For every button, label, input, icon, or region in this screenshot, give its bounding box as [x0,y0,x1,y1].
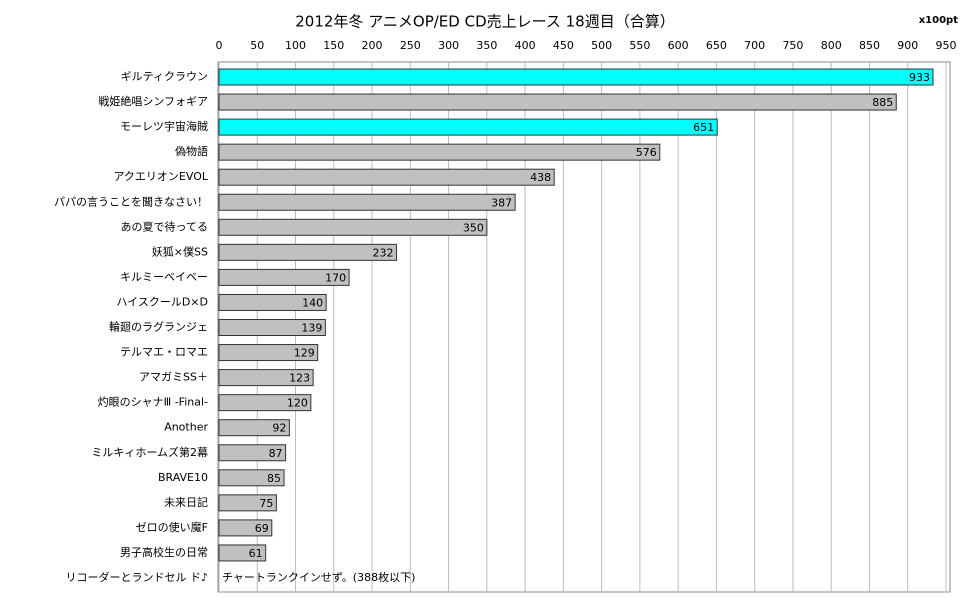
y-tick-label: BRAVE10 [158,471,208,484]
value-label: 885 [872,96,893,109]
bar [218,93,897,111]
x-tick-label: 100 [285,39,306,52]
y-tick-label: 輪廻のラグランジェ [109,320,208,334]
y-tick-label: アクエリオンEVOL [113,170,208,183]
bar [218,519,273,537]
y-tick-label: 男子高校生の日常 [120,545,208,559]
annotation: チャートランクインせず。(388枚以下) [222,570,415,584]
x-tick-label: 850 [859,39,880,52]
bar [218,143,661,161]
y-tick-label: 灼眼のシャナⅢ -Final- [98,395,208,409]
y-tick-label: アマガミSS＋ [139,371,208,384]
y-tick-label: ハイスクールD×D [116,295,208,308]
y-tick-label: ゼロの使い魔F [136,520,208,534]
y-tick-label: ギルティクラウン [121,70,208,83]
y-tick-label: ミルキィホームズ第2幕 [91,445,208,459]
value-label: 87 [269,447,283,460]
bar [218,193,516,211]
bar [218,168,555,186]
bar [218,344,319,362]
value-label: 92 [272,422,286,435]
y-tick-label: テルマエ・ロマエ [120,346,208,359]
value-label: 438 [530,171,551,184]
y-tick-label: 偽物語 [175,144,208,158]
value-label: 170 [325,271,346,284]
x-tick-label: 50 [250,39,264,52]
bar [218,268,350,286]
value-label: 75 [259,497,273,510]
value-label: 61 [249,547,263,560]
x-tick-label: 900 [897,39,918,52]
bar [218,469,285,487]
chart-title: 2012年冬 アニメOP/ED CD売上レース 18週目（合算） [295,13,674,31]
value-label: 933 [909,71,930,84]
value-label: 120 [287,397,308,410]
value-label: 651 [693,121,714,134]
bar [218,243,398,261]
value-label: 140 [302,296,323,309]
bar [218,293,327,311]
x-tick-label: 950 [936,39,957,52]
x-tick-label: 0 [216,39,223,52]
x-tick-label: 700 [744,39,765,52]
value-label: 129 [294,347,315,360]
value-label: 576 [636,146,657,159]
bar [218,319,326,336]
value-label: 123 [289,372,310,385]
value-label: 85 [267,472,281,485]
bar [218,444,287,462]
x-tick-label: 350 [476,39,497,52]
value-label: 387 [491,196,512,209]
value-label: 69 [255,522,269,535]
bar [218,218,488,236]
x-tick-label: 750 [782,39,803,52]
y-tick-label: Another [164,421,208,434]
x-tick-label: 600 [668,39,689,52]
bar [218,68,934,86]
x-tick-label: 650 [706,39,727,52]
x-tick-label: 200 [362,39,383,52]
x-tick-label: 300 [438,39,459,52]
x-tick-label: 800 [821,39,842,52]
value-label: 232 [373,246,394,259]
x-tick-label: 400 [515,39,536,52]
y-tick-label: キルミーベイベー [120,270,208,283]
bar [218,494,277,512]
y-tick-label: パパの言うことを聞きなさい！ [54,195,208,208]
y-tick-label: 戦姫絶唱シンフォギア [98,94,208,108]
y-tick-label: モーレツ宇宙海賊 [120,119,208,133]
y-tick-label: あの夏で待ってる [121,219,208,233]
x-tick-label: 550 [629,39,650,52]
bar [218,394,312,412]
bar [218,369,314,387]
bar [218,419,290,437]
bar [218,118,718,136]
y-tick-label: 未来日記 [164,495,208,509]
x-tick-label: 250 [400,39,421,52]
plot-frame [217,61,951,593]
y-tick-label: 妖狐×僕SS [152,244,208,258]
value-label: 139 [301,322,322,335]
x-tick-label: 150 [323,39,344,52]
unit-label: x100pt [919,15,958,26]
value-label: 350 [463,221,484,234]
y-tick-label: リコーダーとランドセル ド♪ [65,570,208,584]
bar [218,544,267,562]
x-tick-label: 450 [553,39,574,52]
x-tick-label: 500 [591,39,612,52]
